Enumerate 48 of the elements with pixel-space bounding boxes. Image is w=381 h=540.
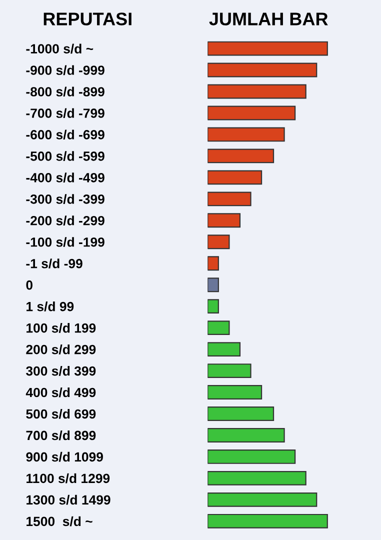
bar (208, 84, 306, 99)
y-tick-label: 700 s/d 899 (26, 430, 96, 440)
bar (208, 278, 219, 292)
y-tick-label: 300 s/d 399 (26, 366, 96, 376)
bar (208, 492, 318, 507)
y-tick-label: 1500 s/d ~ (26, 516, 92, 526)
y-tick-label: 1100 s/d 1299 (26, 473, 110, 484)
bar (208, 256, 219, 271)
bar (208, 41, 328, 56)
y-tick-label: -1 s/d -99 (26, 258, 82, 268)
y-tick-label: -300 s/d -399 (26, 194, 104, 204)
y-tick-label: -100 s/d -199 (26, 237, 104, 247)
bar (208, 406, 274, 421)
y-axis-title: REPUTASI (44, 12, 132, 26)
bar (208, 342, 241, 357)
y-tick-label: 0 (26, 280, 32, 290)
y-tick-label: -600 s/d -699 (26, 130, 104, 140)
bar (208, 213, 241, 228)
bar (208, 514, 328, 528)
bar (208, 170, 262, 185)
y-tick-label: 200 s/d 299 (26, 344, 96, 354)
y-tick-label: -800 s/d -899 (26, 86, 104, 97)
y-tick-label: -900 s/d -999 (26, 65, 104, 76)
bar (208, 62, 318, 78)
bar (208, 385, 262, 400)
y-tick-label: 100 s/d 199 (26, 323, 96, 333)
y-tick-label: -200 s/d -299 (26, 216, 104, 226)
bar (208, 192, 252, 206)
bar (208, 364, 252, 378)
y-tick-label: -400 s/d -499 (26, 172, 104, 182)
bar (208, 148, 274, 164)
y-tick-label: -1000 s/d ~ (26, 44, 94, 54)
bar (208, 470, 306, 486)
bar (208, 449, 296, 464)
bar (208, 299, 219, 314)
y-tick-label: 900 s/d 1099 (26, 452, 103, 462)
bar (208, 127, 285, 142)
y-tick-label: -500 s/d -599 (26, 151, 104, 161)
y-tick-label: 1 s/d 99 (26, 302, 74, 312)
y-tick-label: 1300 s/d 1499 (26, 494, 110, 505)
bar (208, 320, 230, 336)
y-tick-label: 400 s/d 499 (26, 387, 96, 398)
bar (208, 428, 285, 442)
x-axis-title: JUMLAH BAR (209, 12, 328, 26)
y-tick-label: -700 s/d -799 (26, 108, 104, 118)
y-tick-label: 500 s/d 699 (26, 408, 96, 419)
bar (208, 234, 230, 250)
bar (208, 106, 296, 120)
